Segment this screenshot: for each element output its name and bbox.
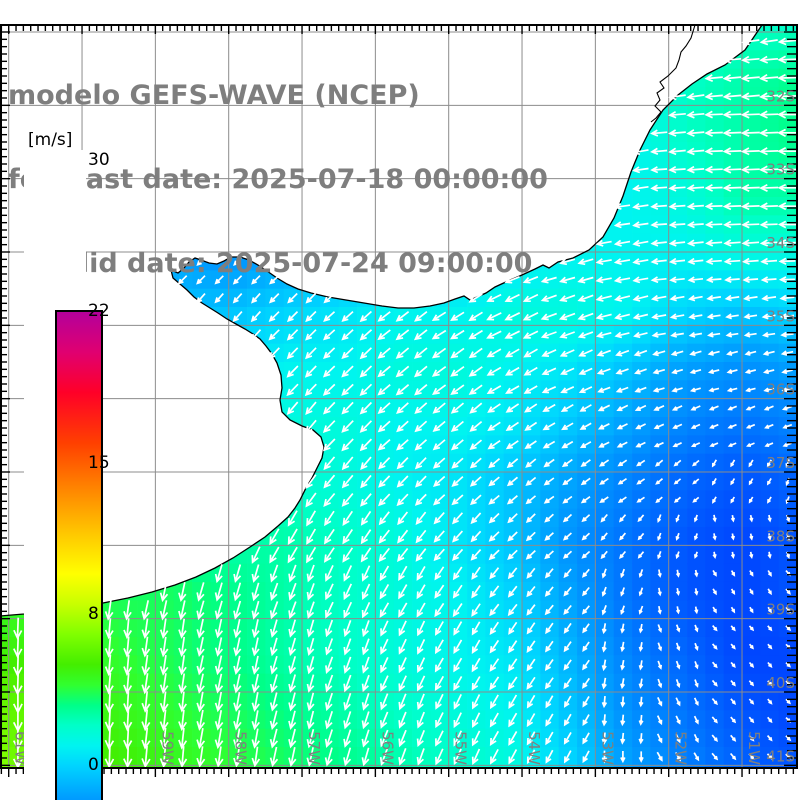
lon-label: 60W [85,731,103,765]
lon-label: 55W [452,731,470,765]
lon-label: 61W [12,731,30,765]
lagoon-shoreline [650,24,696,123]
lat-label: 39S [766,601,795,619]
wave-direction-arrows [12,37,797,768]
lon-label: 57W [305,731,323,765]
lat-label: 34S [766,234,795,252]
lat-label: 37S [766,454,795,472]
lon-label: 58W [232,731,250,765]
lon-label: 53W [598,731,616,765]
lon-label: 59W [158,731,176,765]
lat-label: 35S [766,307,795,325]
lat-label: 41S [766,747,795,765]
lon-label: 56W [378,731,396,765]
lon-label: 54W [525,731,543,765]
lat-label: 32S [766,87,795,105]
lat-label: 38S [766,527,795,545]
land-area [0,25,762,616]
lat-label: 36S [766,381,795,399]
graticule [1,25,797,768]
lon-label: 51W [745,731,763,765]
lat-labels: 32S 33S 34S 35S 36S 37S 38S 39S 40S 41S [766,87,795,765]
axis-ticks [0,25,797,777]
coastline [0,24,763,617]
lon-label: 52W [672,731,690,765]
lat-label: 33S [766,161,795,179]
lat-label: 40S [766,674,795,692]
map-frame [0,24,798,769]
